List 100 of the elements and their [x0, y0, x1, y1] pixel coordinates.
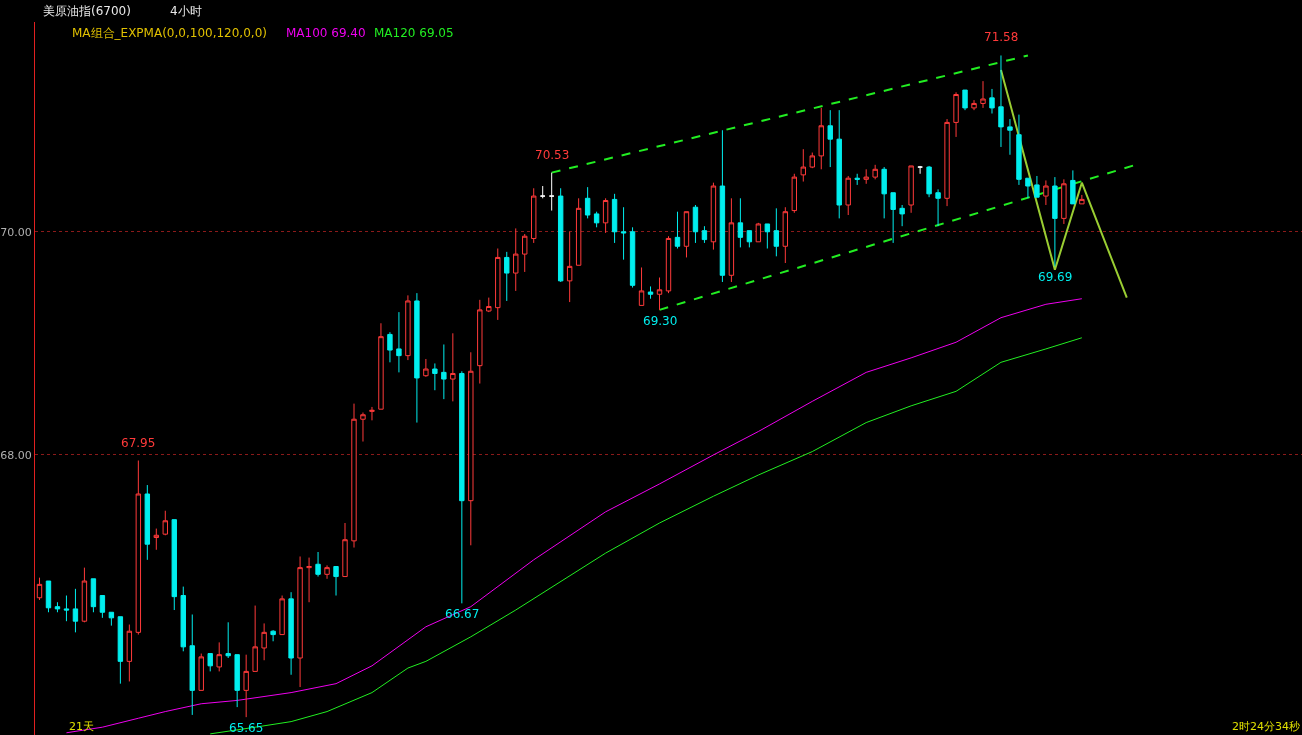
candlestick	[917, 165, 923, 175]
candlestick	[477, 299, 483, 385]
candlestick	[450, 332, 456, 402]
candlestick	[45, 580, 52, 613]
candlestick	[1034, 175, 1040, 198]
line-series	[209, 337, 1083, 735]
candlestick	[683, 211, 690, 258]
candlestick	[252, 605, 258, 672]
candlestick	[764, 223, 771, 250]
candlestick	[737, 197, 744, 248]
candlestick	[710, 182, 717, 251]
candlestick	[468, 351, 474, 546]
candlestick	[1079, 194, 1085, 205]
candlestick	[108, 611, 115, 627]
candlestick	[342, 522, 348, 578]
text: 69.30	[643, 314, 678, 328]
candlestick	[495, 248, 501, 321]
candlestick	[90, 578, 97, 613]
candlestick	[36, 577, 43, 601]
candlestick	[351, 403, 357, 549]
legend-title: MA组合_EXPMA(0,0,100,120,0,0)	[72, 26, 267, 40]
candlestick	[270, 630, 276, 642]
candlestick	[180, 586, 186, 652]
candlestick	[513, 227, 519, 292]
candlestick	[459, 370, 465, 604]
candlestick	[638, 266, 645, 306]
candlestick	[171, 519, 177, 611]
candlestick	[540, 185, 546, 199]
text: MA120 69.05	[374, 26, 454, 40]
candlestick	[800, 148, 806, 183]
candlestick	[432, 362, 438, 391]
candlestick	[216, 641, 222, 672]
candlestick	[827, 109, 833, 168]
candlestick	[261, 622, 267, 661]
candlestick	[944, 118, 950, 207]
candlestick	[629, 226, 636, 289]
candlestick	[198, 653, 204, 691]
candlestick	[531, 187, 537, 244]
chart-title: 美原油指(6700)	[43, 4, 131, 18]
candlestick	[297, 555, 303, 688]
candlestick	[548, 172, 555, 212]
candlestick	[971, 99, 977, 111]
candlestick	[980, 80, 986, 109]
candlestick	[881, 166, 887, 219]
candlestick	[593, 211, 600, 228]
candlestick	[396, 311, 402, 373]
candlestick	[890, 192, 896, 244]
candlestick	[845, 175, 851, 216]
candlestick	[566, 231, 573, 303]
candlestick	[522, 233, 528, 273]
candlestick	[998, 54, 1004, 148]
candlestick	[656, 277, 663, 311]
candlestick	[647, 285, 654, 300]
candlestick	[602, 197, 609, 234]
candlestick	[863, 168, 869, 185]
candlestick	[315, 551, 321, 578]
candlestick	[54, 601, 61, 613]
candlestick	[791, 173, 797, 214]
candlestick	[719, 129, 726, 283]
candlestick	[755, 222, 762, 243]
candlestick	[333, 566, 339, 597]
candlestick	[1070, 169, 1076, 205]
candlestick	[557, 187, 564, 283]
candlestick	[692, 204, 699, 244]
candlestick	[701, 225, 708, 244]
candlestick	[162, 510, 168, 536]
candlestick	[360, 412, 366, 443]
candlestick	[728, 197, 735, 283]
candlestick	[899, 204, 905, 227]
candlestick	[584, 186, 591, 219]
text: MA100 69.40	[286, 26, 366, 40]
candlestick	[405, 294, 411, 361]
candlestick	[926, 165, 932, 198]
text: 67.95	[121, 436, 156, 450]
candlestick	[746, 230, 753, 248]
candlestick	[207, 653, 213, 672]
candlestick	[504, 251, 510, 302]
candlestick	[63, 595, 70, 622]
text: 71.58	[984, 30, 1019, 44]
y-tick-label: 68.00	[0, 448, 32, 462]
candlestick	[306, 557, 312, 603]
chart-subtitle: 4小时	[170, 4, 202, 18]
candlestick	[989, 88, 995, 114]
candlestick	[1061, 178, 1067, 225]
text: 69.69	[1038, 270, 1073, 284]
candlestick	[809, 152, 815, 169]
candlestick	[1052, 176, 1058, 267]
candlestick	[324, 564, 330, 580]
candlestick	[72, 588, 79, 633]
candlestick	[818, 107, 824, 170]
candlestick	[1043, 179, 1049, 206]
candlestick	[674, 211, 681, 250]
candlestick	[782, 206, 789, 264]
candlestick	[144, 484, 151, 561]
candlestick	[225, 621, 231, 659]
candlestick	[387, 331, 393, 363]
y-tick-label: 70.00	[0, 225, 32, 239]
candlestick	[935, 188, 941, 227]
candlestick	[117, 616, 124, 685]
candlestick	[126, 624, 133, 682]
